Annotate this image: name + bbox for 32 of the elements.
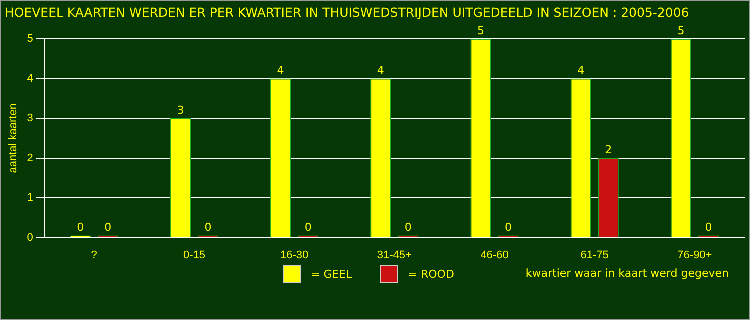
data-label: 2	[605, 144, 612, 157]
x-tick-label: 0-15	[183, 249, 206, 262]
data-label: 0	[77, 221, 84, 234]
y-tick-label: 2	[27, 152, 34, 164]
x-tick-label: 31-45+	[377, 249, 412, 262]
x-tick-label: 61-75	[580, 249, 609, 262]
y-tick-label: 1	[27, 192, 34, 204]
y-tick-label: 3	[27, 112, 34, 125]
y-tick-label: 5	[27, 33, 34, 46]
x-axis-title: kwartier waar in kaart werd gegeven	[526, 267, 729, 280]
data-label: 0	[104, 221, 112, 234]
x-tick-label: 76-90+	[678, 249, 712, 262]
x-tick-label: ?	[91, 249, 98, 262]
x-tick-label: 16-30	[280, 249, 309, 262]
data-label: 3	[177, 104, 184, 117]
legend-label: = GEEL	[311, 268, 352, 280]
y-tick-label: 0	[27, 232, 34, 244]
data-label: 0	[304, 221, 312, 234]
legend-label: = ROOD	[408, 268, 454, 280]
data-label: 5	[678, 24, 685, 38]
data-label: 5	[477, 24, 484, 38]
y-axis-title: aantal kaarten	[8, 104, 20, 174]
data-label: 4	[578, 64, 585, 78]
data-label: 4	[277, 64, 284, 78]
data-label: 4	[377, 64, 384, 78]
data-label: 0	[204, 221, 212, 234]
x-tick-label: 46-60	[480, 249, 509, 262]
y-tick-label: 4	[27, 72, 34, 85]
data-label: 0	[404, 221, 412, 234]
data-label: 0	[505, 221, 512, 234]
chart-title: HOEVEEL KAARTEN WERDEN ER PER KWARTIER IN THUISWEDSTRIJDEN UITGEDEELD IN SEIZOEN : 2005-2006	[5, 5, 690, 20]
data-label: 0	[705, 221, 712, 234]
